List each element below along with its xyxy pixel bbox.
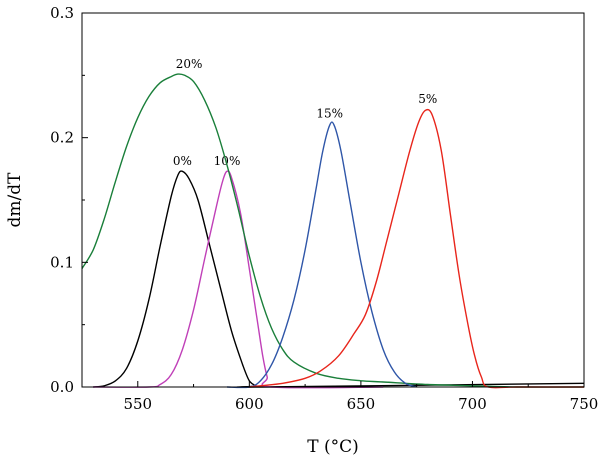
y-axis-title: dm/dT [5, 172, 25, 228]
y-tick-label: 0.0 [50, 378, 74, 396]
y-tick-label: 0.3 [50, 4, 74, 22]
x-tick-label: 750 [570, 395, 599, 413]
x-tick-label: 650 [347, 395, 376, 413]
x-tick-label: 600 [235, 395, 264, 413]
x-axis-title: T (°C) [307, 437, 359, 457]
x-tick-label: 700 [458, 395, 487, 413]
plot-area [82, 13, 584, 387]
x-tick-label: 550 [123, 395, 152, 413]
series-label-5pct: 5% [418, 92, 437, 106]
series-label-0pct: 0% [173, 154, 192, 168]
series-line-15pct [226, 121, 417, 389]
series-label-15pct: 15% [316, 107, 343, 121]
y-tick-label: 0.1 [50, 253, 74, 271]
series-label-10pct: 10% [214, 154, 241, 168]
series-label-20pct: 20% [176, 57, 203, 71]
series-line-20pct [81, 73, 585, 388]
series-line-10pct [93, 170, 384, 389]
y-tick-label: 0.2 [50, 129, 74, 147]
series-line-5pct [249, 108, 584, 389]
series-layer: 0% 10% 20% 15% 5% [81, 57, 585, 389]
axis-layer: 550 600 650 700 750 0.0 0.1 0.2 0.3 [50, 4, 598, 413]
